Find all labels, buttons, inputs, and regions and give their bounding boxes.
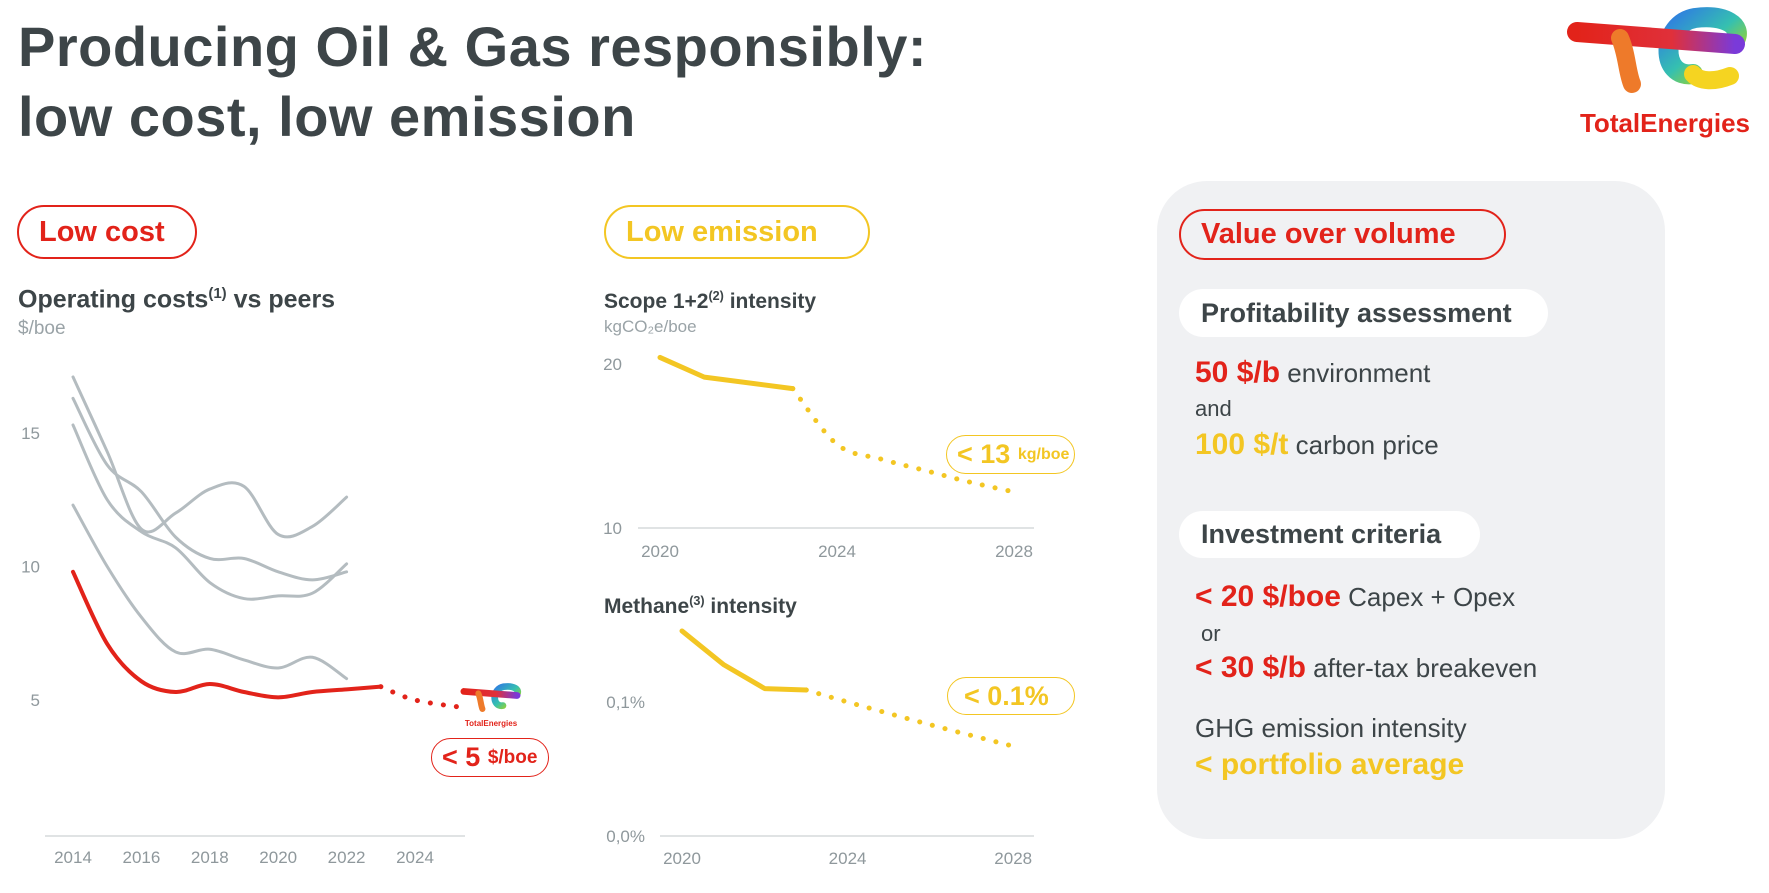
x-tick-label: 2024 xyxy=(396,848,434,867)
x-tick-label: 2024 xyxy=(818,542,856,561)
x-tick-label: 2020 xyxy=(641,542,679,561)
capex-label: Capex + Opex xyxy=(1348,582,1516,612)
series-line xyxy=(657,354,796,392)
ghg-value-line: < portfolio average xyxy=(1195,748,1464,782)
title-text-rest: intensity xyxy=(704,595,797,618)
logo-mark-icon xyxy=(1567,7,1747,93)
ghg-label: GHG emission intensity xyxy=(1195,713,1467,743)
env-value: 50 $/b xyxy=(1195,356,1281,389)
x-tick-label: 2028 xyxy=(995,542,1033,561)
y-tick-label: 10 xyxy=(603,519,622,538)
breakeven-line: < 30 $/b after-tax breakeven xyxy=(1195,651,1537,685)
title-text: Operating costs xyxy=(18,285,209,314)
low-cost-target-badge: < 5 $/boe xyxy=(431,738,549,777)
peer-line xyxy=(71,503,349,681)
title-line-1: Producing Oil & Gas responsibly: xyxy=(18,15,928,78)
scope-target-badge: < 13 kg/boe xyxy=(946,435,1075,474)
y-tick-label: 5 xyxy=(31,691,40,710)
x-tick-label: 2016 xyxy=(122,848,160,867)
environment-line: 50 $/b environment xyxy=(1195,356,1430,390)
badge-unit: kg/boe xyxy=(1017,445,1070,463)
logo-text: TotalEnergies xyxy=(1579,108,1750,138)
y-tick-label: 20 xyxy=(603,355,622,374)
capex-line: < 20 $/boe Capex + Opex xyxy=(1195,580,1515,614)
profitability-heading: Profitability assessment xyxy=(1179,289,1548,337)
methane-target-badge: < 0.1% xyxy=(947,677,1075,715)
x-tick-label: 2014 xyxy=(54,848,92,867)
y-tick-label: 0,0% xyxy=(606,827,645,846)
totalenergies-logo: TotalEnergies xyxy=(1565,4,1750,138)
ghg-value: < portfolio average xyxy=(1195,748,1465,781)
capex-value: < 20 $/boe xyxy=(1195,580,1341,613)
peer-line xyxy=(71,375,349,539)
investment-heading: Investment criteria xyxy=(1179,511,1480,558)
title-text-rest: intensity xyxy=(723,290,817,313)
title-line-2: low cost, low emission xyxy=(18,85,636,148)
mini-logo-mark-icon xyxy=(460,683,522,712)
target-series-line xyxy=(790,386,1017,495)
x-tick-label: 2020 xyxy=(259,848,297,867)
footnote-ref: (1) xyxy=(208,285,227,302)
footnote-ref: (3) xyxy=(689,594,705,608)
breakeven-value: < 30 $/b xyxy=(1195,651,1306,684)
value-over-volume-pill: Value over volume xyxy=(1179,209,1506,260)
scope-unit: kgCO₂e/boe xyxy=(604,317,697,336)
mini-totalenergies-logo: TotalEnergies xyxy=(458,682,524,728)
y-tick-label: 0,1% xyxy=(606,693,645,712)
page-title: Producing Oil & Gas responsibly: low cos… xyxy=(18,12,927,152)
low-cost-pill: Low cost xyxy=(17,205,197,259)
carbon-price-line: 100 $/t carbon price xyxy=(1195,428,1439,462)
title-text: Methane xyxy=(604,595,690,618)
title-text: Scope 1+2 xyxy=(604,290,709,313)
peer-line xyxy=(71,423,349,601)
operating-costs-title: Operating costs(1) vs peers xyxy=(18,285,335,314)
y-tick-label: 10 xyxy=(21,558,40,577)
low-emission-pill: Low emission xyxy=(604,205,870,259)
target-series-line xyxy=(378,684,469,711)
breakeven-label: after-tax breakeven xyxy=(1313,653,1538,683)
x-tick-label: 2022 xyxy=(328,848,366,867)
badge-value: < 5 xyxy=(442,742,481,772)
mini-logo-text: TotalEnergies xyxy=(464,719,518,728)
env-label: environment xyxy=(1287,358,1431,388)
or-text: or xyxy=(1201,621,1221,646)
operating-costs-unit: $/boe xyxy=(18,318,66,339)
y-tick-label: 15 xyxy=(21,424,40,443)
series-line xyxy=(679,628,809,693)
carbon-value: 100 $/t xyxy=(1195,428,1289,461)
title-text-rest: vs peers xyxy=(226,285,336,314)
badge-unit: $/boe xyxy=(487,746,538,768)
x-tick-label: 2020 xyxy=(663,849,701,868)
x-tick-label: 2024 xyxy=(829,849,867,868)
footnote-ref: (2) xyxy=(708,289,724,303)
and-text: and xyxy=(1195,396,1232,421)
target-series-line xyxy=(803,687,1016,749)
scope-title: Scope 1+2(2) intensity xyxy=(604,289,816,314)
methane-title: Methane(3) intensity xyxy=(604,594,797,619)
peer-line xyxy=(71,396,349,582)
x-tick-label: 2018 xyxy=(191,848,229,867)
x-tick-label: 2028 xyxy=(994,849,1032,868)
carbon-label: carbon price xyxy=(1295,430,1439,460)
series-line xyxy=(71,569,383,700)
badge-value: < 13 xyxy=(957,439,1011,469)
